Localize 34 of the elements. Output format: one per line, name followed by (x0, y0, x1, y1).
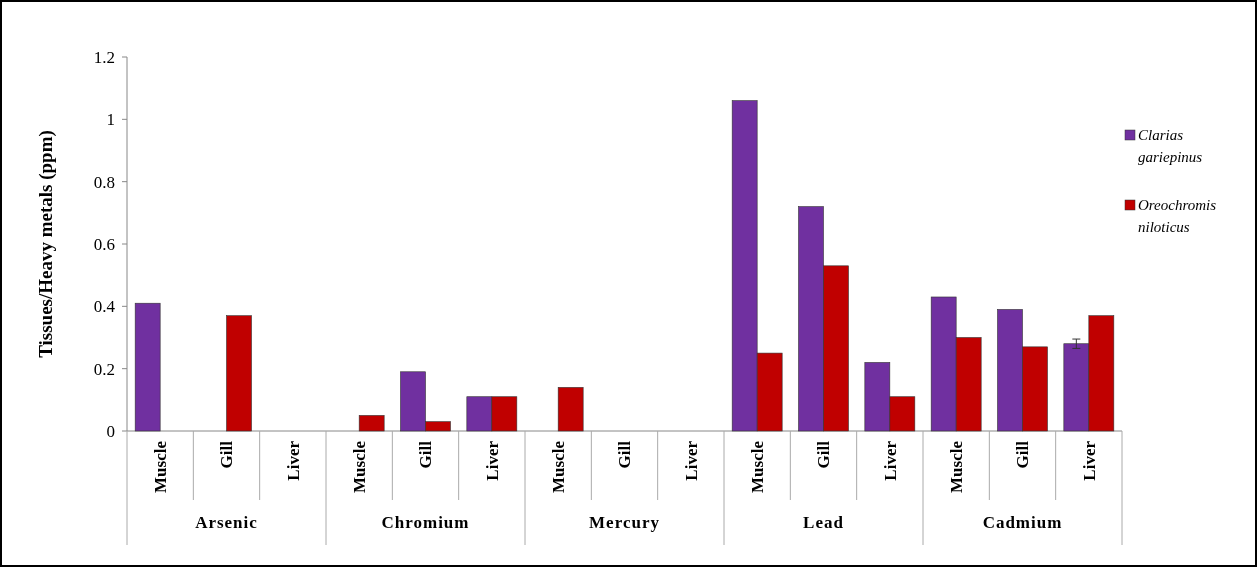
x-tick-label: Gill (814, 440, 834, 469)
x-tick-label: Muscle (350, 440, 370, 493)
x-tick-label: Gill (217, 440, 237, 469)
y-tick-label: 0.4 (93, 297, 116, 317)
text: Chromium (381, 513, 470, 532)
text: Cadmium (982, 513, 1063, 532)
y-tick-label: 1.2 (93, 47, 115, 67)
legend-label: Clarias gariepinus (1138, 127, 1203, 165)
x-tick-label: Gill (1013, 440, 1033, 469)
y-tick-label: 0.2 (93, 359, 115, 379)
x-tick-label: Liver (880, 440, 900, 481)
x-tick-label: Liver (482, 440, 502, 481)
y-axis-title: Tissues/Heavy metals (ppm) (35, 130, 57, 358)
x-tick-label: Liver (681, 440, 701, 481)
bar (134, 302, 161, 432)
x-tick-label: Muscle (151, 440, 171, 493)
y-tick-label: 0 (106, 421, 115, 441)
x-tick-label: Muscle (549, 440, 569, 493)
x-tick-label: Liver (1079, 440, 1099, 481)
y-tick-label: 0.6 (93, 234, 115, 254)
y-tick-label: 1 (106, 110, 115, 130)
x-tick-label: Liver (283, 440, 303, 481)
x-tick-label: Muscle (947, 440, 967, 493)
y-tick-label: 0.8 (93, 172, 115, 192)
bar (358, 415, 385, 432)
x-tick-label: Gill (416, 440, 436, 469)
text: Lead (803, 513, 844, 532)
text: Mercury (589, 513, 660, 532)
bar (557, 387, 584, 432)
legend-label: Oreochromis niloticus (1138, 197, 1217, 235)
x-tick-label: Gill (615, 440, 635, 469)
x-tick-label: Muscle (748, 440, 768, 493)
text: Arsenic (195, 513, 258, 532)
bar (226, 315, 252, 432)
